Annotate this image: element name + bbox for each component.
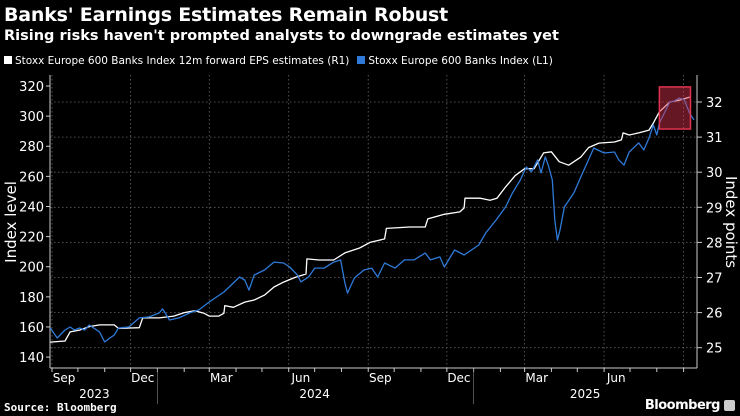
series-banks-index	[49, 97, 695, 343]
x-tick-label: Mar	[210, 371, 233, 385]
chart-title: Banks' Earnings Estimates Remain Robust	[4, 4, 449, 26]
y-tick-label-right: 32	[706, 96, 723, 111]
legend-label: Stoxx Europe 600 Banks Index (L1)	[368, 55, 553, 67]
y-tick-label-left: 180	[19, 291, 44, 306]
y-axis-label-left: Index level	[2, 181, 20, 263]
y-tick-label-left: 200	[19, 261, 44, 276]
y-tick-label-left: 140	[19, 351, 44, 366]
legend-swatch-white	[4, 56, 12, 64]
y-tick-label-right: 30	[706, 166, 723, 181]
x-tick-label: Sep	[53, 371, 76, 385]
series-line	[49, 97, 695, 343]
x-tick-label: Dec	[447, 371, 470, 385]
year-label: 2024	[299, 387, 330, 401]
bloomberg-chart-icon	[724, 400, 735, 411]
legend-swatch-blue	[357, 56, 366, 64]
source-note: Source: Bloomberg	[4, 401, 117, 414]
y-tick-label-left: 320	[19, 80, 44, 95]
y-tick-label-right: 26	[706, 307, 723, 322]
bloomberg-logo: Bloomberg	[644, 398, 721, 413]
series-line	[50, 96, 690, 343]
year-label: 2025	[570, 387, 601, 401]
y-tick-label-left: 220	[19, 231, 44, 246]
legend-item-index: Stoxx Europe 600 Banks Index (L1)	[357, 55, 553, 67]
legend-item-eps: Stoxx Europe 600 Banks Index 12m forward…	[4, 55, 349, 67]
y-tick-label-right: 27	[706, 272, 723, 287]
x-tick-label: Dec	[131, 371, 154, 385]
y-tick-label-right: 31	[706, 131, 723, 146]
x-tick-label: Jun	[606, 371, 626, 385]
chart-subtitle: Rising risks haven't prompted analysts t…	[4, 28, 559, 44]
year-label: 2023	[79, 387, 110, 401]
x-tick-label: Sep	[369, 371, 392, 385]
y-tick-label-left: 240	[19, 200, 44, 215]
y-tick-label-left: 280	[19, 140, 44, 155]
highlight-box	[658, 86, 692, 130]
y-tick-label-left: 160	[19, 321, 44, 336]
y-axis-label-right: Index points	[722, 176, 740, 268]
x-tick-label: Mar	[525, 371, 548, 385]
legend: Stoxx Europe 600 Banks Index 12m forward…	[4, 55, 553, 67]
x-tick-label: Jun	[290, 371, 310, 385]
y-tick-label-right: 29	[706, 201, 723, 216]
y-tick-label-left: 300	[19, 110, 44, 125]
legend-label: Stoxx Europe 600 Banks Index 12m forward…	[15, 55, 350, 67]
y-tick-label-right: 25	[706, 342, 723, 357]
y-tick-label-left: 260	[19, 170, 44, 185]
y-tick-label-right: 28	[706, 236, 723, 251]
series-eps-estimates	[50, 96, 690, 343]
